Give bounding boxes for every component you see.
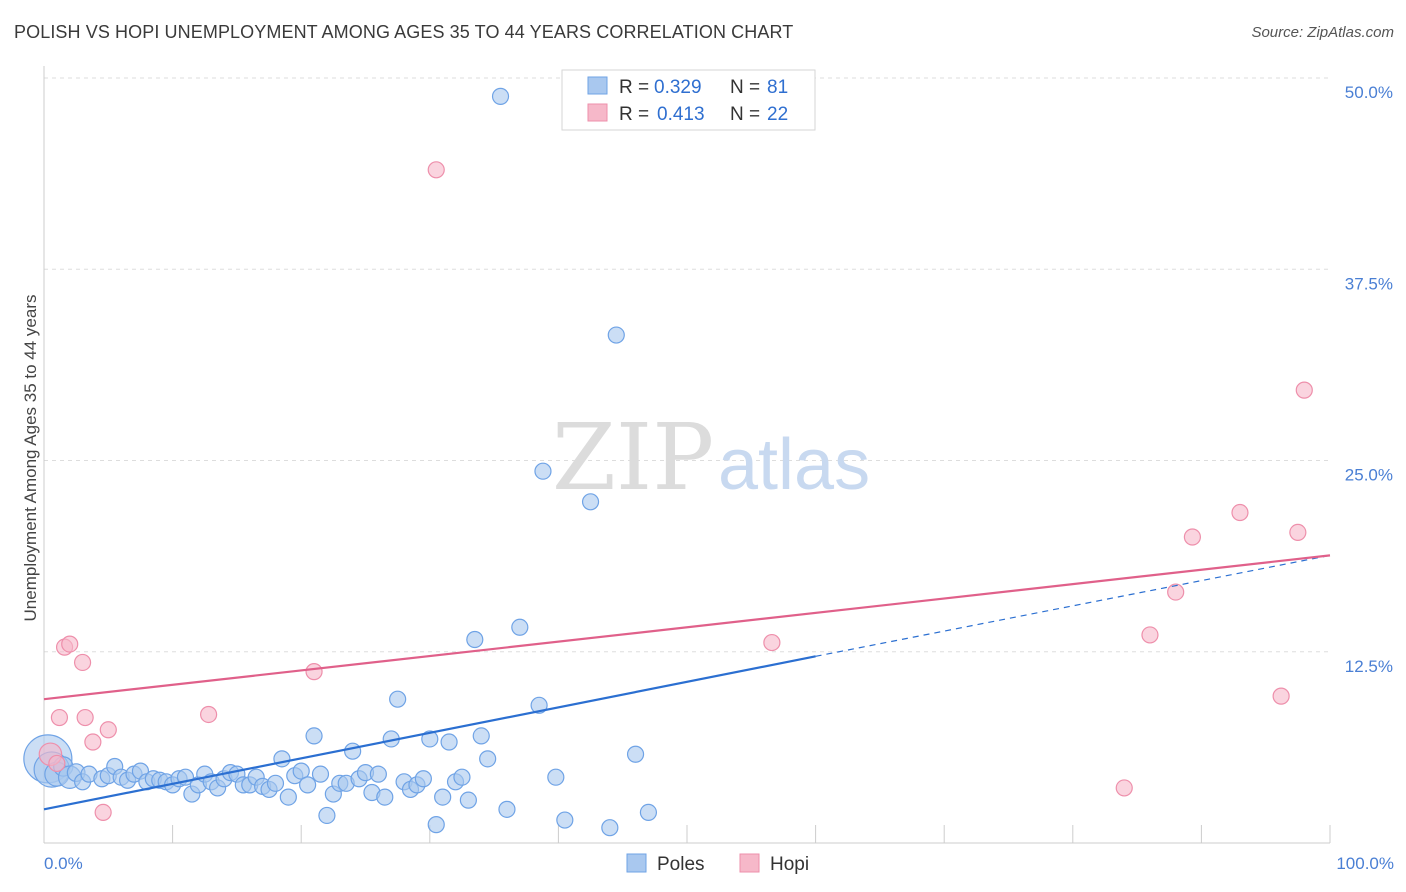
point-poles <box>498 800 516 818</box>
point-poles <box>453 768 471 786</box>
grid-lines <box>44 77 1330 653</box>
point-hopi <box>1115 779 1133 797</box>
legend-n-value-hopi: 22 <box>767 104 788 125</box>
point-poles <box>466 630 484 649</box>
bottom-legend-label-poles: Poles <box>657 854 705 875</box>
trend-line-hopi <box>43 554 1331 701</box>
point-poles <box>581 493 600 511</box>
data-points <box>23 87 1313 837</box>
point-hopi <box>84 733 102 751</box>
point-poles <box>479 750 497 768</box>
point-hopi <box>61 635 79 653</box>
legend-r-value-poles: 0.329 <box>654 77 702 98</box>
point-poles <box>369 765 387 783</box>
y-tick-label: 12.5% <box>1345 657 1393 676</box>
bottom-legend-swatch-poles <box>626 853 647 873</box>
point-poles <box>299 776 317 794</box>
point-hopi <box>50 708 69 727</box>
legend-r-label-poles: R = <box>619 77 649 98</box>
x-tick-label-max: 100.0% <box>1336 854 1394 873</box>
point-poles <box>292 762 310 780</box>
point-poles <box>547 768 565 786</box>
point-poles <box>311 765 330 783</box>
watermark-atlas: atlas <box>718 425 870 505</box>
point-poles <box>440 733 458 751</box>
point-hopi <box>99 721 117 739</box>
watermark-zip: ZIP <box>552 404 714 511</box>
point-poles <box>376 788 394 806</box>
point-poles <box>459 791 477 809</box>
legend-n-value-poles: 81 <box>767 77 788 98</box>
point-hopi <box>305 663 323 681</box>
point-poles <box>639 803 658 822</box>
legend-swatch-poles <box>587 76 608 95</box>
bottom-legend-label-hopi: Hopi <box>770 854 809 875</box>
legend-swatch-hopi <box>587 103 608 122</box>
point-poles <box>389 690 407 708</box>
source-label: Source: ZipAtlas.com <box>1251 24 1394 41</box>
point-hopi <box>1231 503 1249 522</box>
point-poles <box>556 811 574 829</box>
trend-lines <box>43 554 1331 811</box>
y-tick-label: 25.0% <box>1345 466 1393 485</box>
point-hopi <box>1141 626 1159 644</box>
legend-r-value-hopi: 0.413 <box>657 104 705 125</box>
legend-n-label-hopi: N = <box>730 104 760 125</box>
point-poles <box>601 819 619 837</box>
axes <box>43 66 1331 844</box>
point-hopi <box>763 633 781 652</box>
series-legend: Poles Hopi <box>626 853 809 875</box>
point-hopi <box>200 705 218 724</box>
point-hopi <box>1289 523 1307 542</box>
point-poles <box>626 745 645 763</box>
point-poles <box>491 87 510 105</box>
trend-extension-poles <box>815 554 1331 657</box>
point-poles <box>279 788 297 806</box>
watermark: ZIP atlas <box>552 404 870 511</box>
point-hopi <box>48 754 66 773</box>
point-hopi <box>1183 528 1201 546</box>
stats-legend: R = 0.329 N = 81 R = 0.413 N = 22 <box>561 69 816 131</box>
chart-title: POLISH VS HOPI UNEMPLOYMENT AMONG AGES 3… <box>14 22 794 42</box>
y-tick-label: 50.0% <box>1345 83 1393 102</box>
point-poles <box>472 727 490 745</box>
point-poles <box>534 462 552 480</box>
y-tick-label: 37.5% <box>1345 274 1393 293</box>
point-poles <box>305 727 323 745</box>
legend-n-label-poles: N = <box>730 77 760 98</box>
point-hopi <box>1167 583 1185 601</box>
point-poles <box>414 770 432 788</box>
x-tick-label-min: 0.0% <box>44 854 83 873</box>
point-hopi <box>427 161 445 179</box>
point-poles <box>318 806 336 825</box>
point-poles <box>434 788 452 806</box>
point-hopi <box>73 653 92 672</box>
y-axis-title: Unemployment Among Ages 35 to 44 years <box>21 295 40 622</box>
point-hopi <box>1295 381 1313 399</box>
point-poles <box>266 774 285 792</box>
point-poles <box>273 750 291 768</box>
point-poles <box>344 742 362 760</box>
legend-r-label-hopi: R = <box>619 104 649 125</box>
point-hopi <box>76 708 94 727</box>
point-poles <box>427 816 445 834</box>
point-poles <box>607 326 625 344</box>
bottom-legend-swatch-hopi <box>739 853 760 873</box>
y-tick-labels: 12.5% 25.0% 37.5% 50.0% <box>1345 83 1393 676</box>
point-poles <box>511 618 529 636</box>
point-hopi <box>1272 687 1290 705</box>
point-hopi <box>94 803 112 822</box>
trend-line-poles <box>43 655 816 811</box>
point-poles <box>421 730 439 748</box>
